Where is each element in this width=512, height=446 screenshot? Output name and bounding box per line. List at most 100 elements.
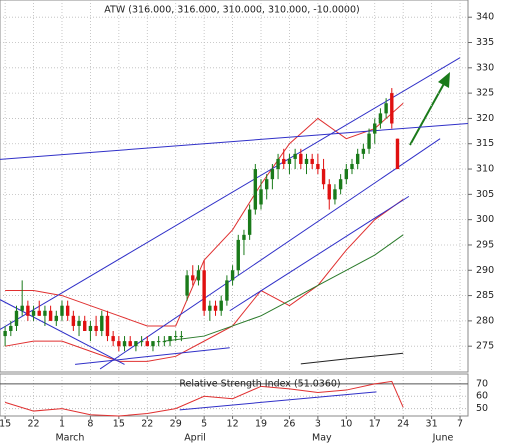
y-tick-label: 330 — [476, 62, 494, 73]
candle-body — [145, 341, 149, 347]
candle-body — [350, 163, 354, 170]
x-tick-label: 15 — [113, 419, 125, 430]
candle-body — [88, 325, 93, 332]
y-tick-label: 335 — [476, 37, 494, 48]
candle-body — [111, 336, 115, 342]
y-tick-label: 320 — [476, 113, 494, 124]
candle-body — [122, 341, 127, 347]
candle-body — [230, 270, 235, 281]
rsi-line — [4, 380, 404, 417]
y-tick-label: 325 — [476, 88, 494, 99]
candle-body — [219, 300, 223, 311]
candle-body — [60, 305, 64, 316]
candle-body — [151, 341, 155, 347]
x-tick-label: 26 — [283, 419, 295, 430]
candle-body — [191, 275, 195, 281]
candle-body — [293, 153, 297, 159]
y-tick-label: 300 — [476, 214, 494, 225]
candle-body — [316, 163, 320, 170]
candle-body — [9, 325, 13, 332]
x-tick-label: 5 — [201, 419, 207, 430]
candle-body — [373, 123, 377, 134]
candle-body — [168, 336, 172, 342]
candle-body — [225, 280, 229, 301]
x-tick-label: 17 — [369, 419, 381, 430]
x-tick-label: 1 — [59, 419, 65, 430]
y-tick-label: 290 — [476, 265, 494, 276]
candle-body — [48, 310, 53, 321]
candle-body — [26, 305, 30, 316]
trend-line — [75, 347, 230, 365]
candle-body — [270, 169, 275, 180]
candle-body — [361, 148, 366, 154]
candle-body — [3, 331, 7, 337]
candle-body — [213, 305, 218, 311]
candle-body — [282, 158, 286, 164]
candle-body — [54, 315, 58, 321]
candle-body — [83, 320, 87, 332]
x-tick-label: 19 — [255, 419, 267, 430]
candle-body — [179, 336, 184, 338]
month-label: April — [184, 433, 206, 444]
rsi-trend-line — [179, 391, 377, 411]
candle-body — [310, 158, 314, 164]
candle-body — [333, 189, 337, 200]
rsi-tick-label: 50 — [476, 403, 488, 414]
candle-body — [327, 184, 331, 200]
x-tick-label: 8 — [87, 419, 93, 430]
y-tick-label: 280 — [476, 315, 494, 326]
y-tick-label: 275 — [476, 341, 494, 352]
x-tick-label: 24 — [397, 419, 409, 430]
candle-body — [94, 325, 98, 332]
overlay-line — [300, 352, 404, 365]
candle-body — [43, 310, 47, 316]
candle-body — [156, 341, 161, 343]
y-tick-label: 295 — [476, 239, 494, 250]
candle-body — [247, 209, 252, 235]
candle-body — [20, 305, 24, 311]
x-tick-label: 7 — [457, 419, 463, 430]
candle-body — [395, 138, 400, 170]
candle-body — [134, 341, 138, 347]
candle-body — [367, 133, 371, 149]
candle-body — [390, 93, 394, 124]
candle-body — [71, 315, 76, 326]
candle-body — [77, 320, 81, 326]
candle-body — [31, 310, 36, 316]
y-tick-label: 305 — [476, 189, 494, 200]
month-label: March — [55, 433, 84, 444]
candle-body — [105, 315, 110, 337]
candle-body — [299, 153, 303, 164]
candle-body — [236, 239, 240, 271]
y-tick-label: 310 — [476, 164, 494, 175]
candle-body — [253, 169, 258, 210]
candle-body — [185, 275, 189, 296]
candle-body — [14, 310, 19, 326]
candle-body — [208, 305, 212, 311]
candle-body — [128, 341, 132, 347]
trend-line — [229, 195, 410, 312]
candle-body — [355, 153, 360, 164]
month-label: June — [432, 433, 454, 444]
candle-body — [100, 315, 104, 332]
x-tick-label: 31 — [426, 419, 438, 430]
trend-arrow — [409, 72, 450, 146]
candle-body — [65, 305, 70, 316]
rsi-title: Relative Strength Index (51.0360) — [179, 379, 340, 390]
candle-body — [162, 341, 167, 343]
x-tick-label: 10 — [340, 419, 352, 430]
price-panel — [0, 0, 469, 373]
overlay-line — [164, 234, 404, 342]
overlay-line — [5, 199, 404, 362]
x-tick-label: 22 — [28, 419, 40, 430]
y-tick-label: 285 — [476, 290, 494, 301]
candle-body — [37, 310, 41, 316]
candle-body — [276, 158, 280, 170]
x-tick-label: 15 — [0, 419, 11, 430]
candle-body — [259, 189, 263, 205]
arrow-head — [438, 72, 450, 88]
candle-body — [174, 336, 178, 338]
candle-body — [242, 234, 246, 240]
y-tick-label: 315 — [476, 138, 494, 149]
